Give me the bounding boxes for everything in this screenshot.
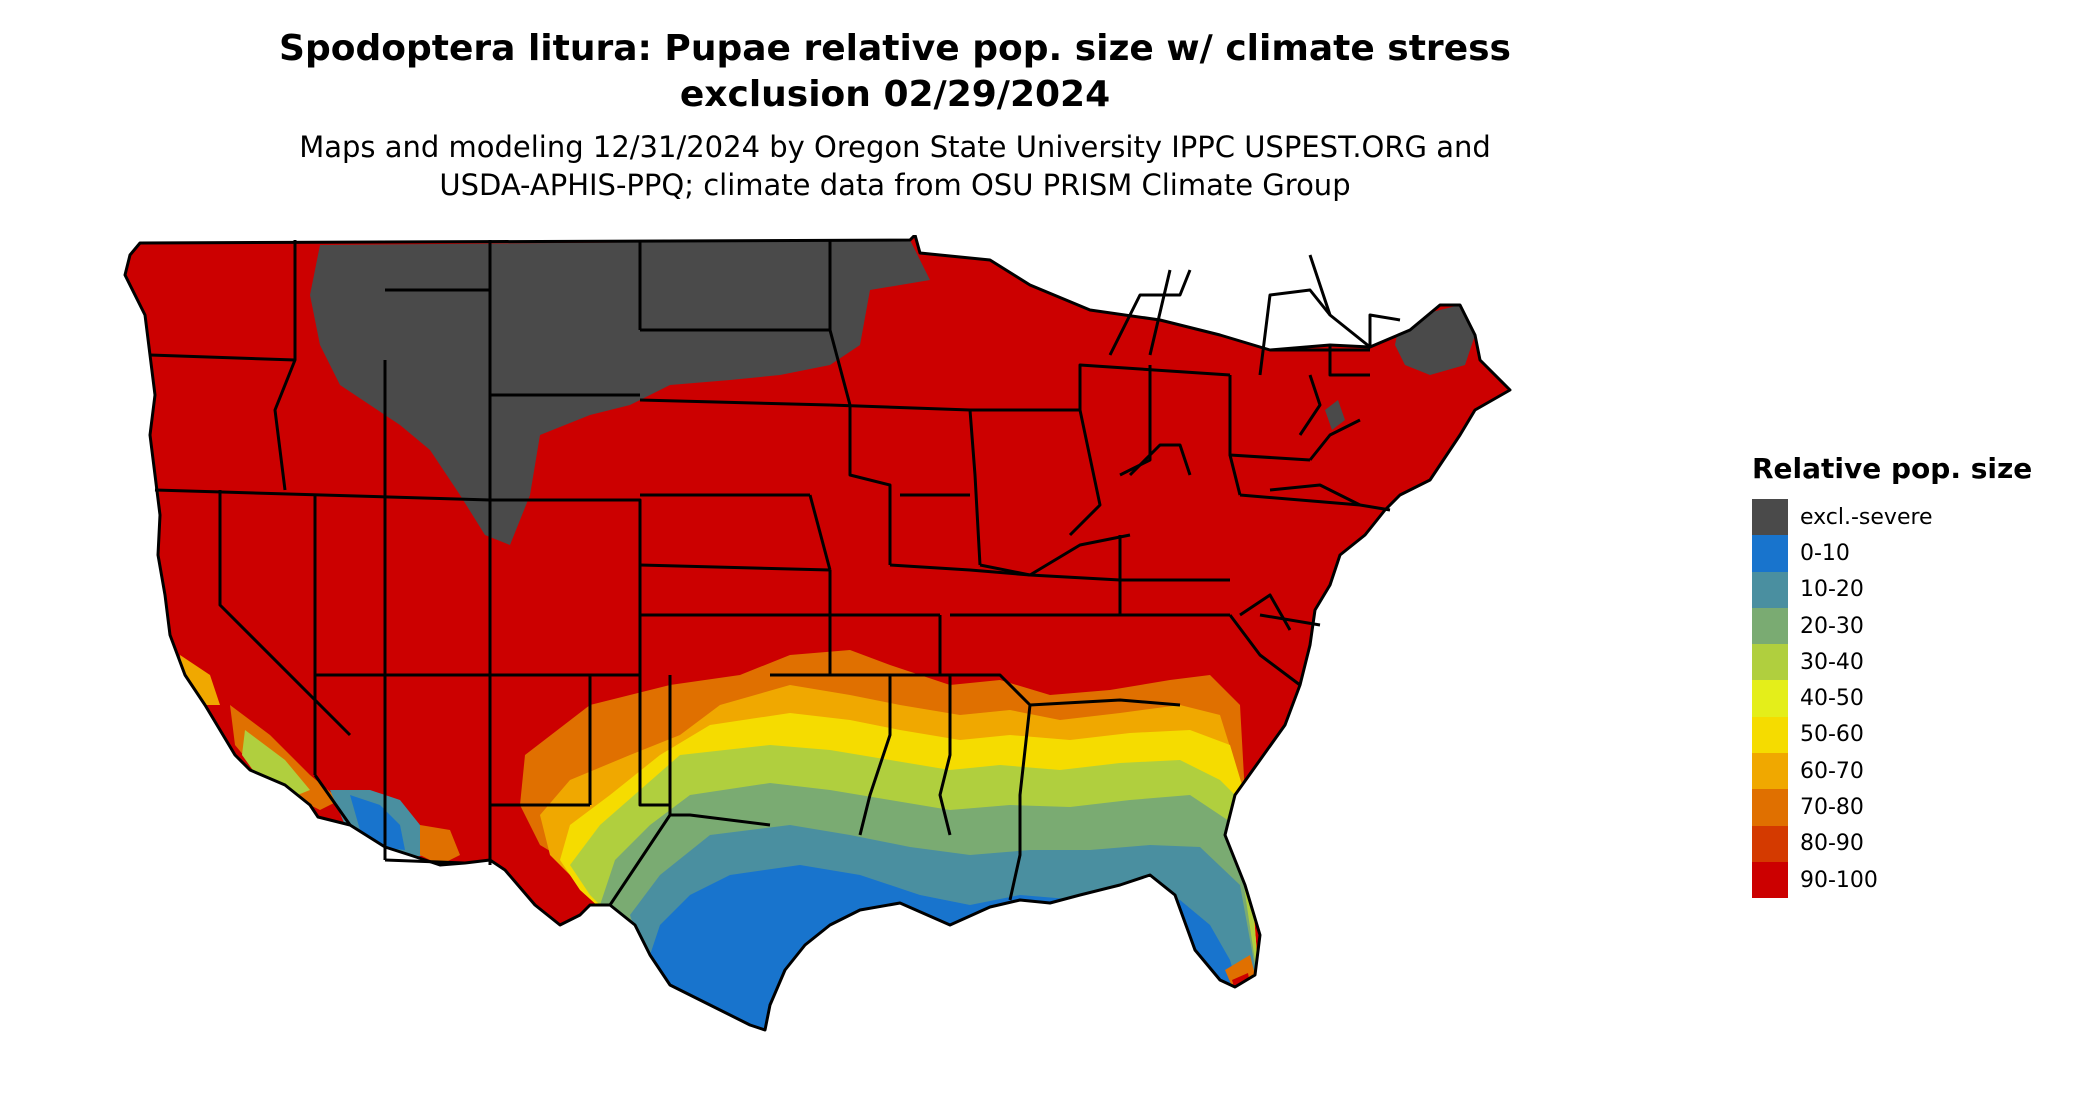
legend-item: 70-80 bbox=[1752, 789, 2032, 826]
legend-swatch bbox=[1752, 825, 1788, 862]
legend-item: 50-60 bbox=[1752, 716, 2032, 754]
legend-label: 80-90 bbox=[1800, 831, 1864, 857]
legend-item: 40-50 bbox=[1752, 680, 2032, 717]
map-title-line1: Spodoptera litura: Pupae relative pop. s… bbox=[279, 28, 1511, 69]
map-title-line2: exclusion 02/29/2024 bbox=[679, 74, 1111, 115]
legend-label: 60-70 bbox=[1800, 758, 1864, 784]
legend-swatch bbox=[1752, 716, 1788, 754]
legend-swatch bbox=[1752, 535, 1788, 572]
legend-swatch bbox=[1752, 680, 1788, 717]
legend-swatch bbox=[1752, 789, 1788, 826]
legend-label: 90-100 bbox=[1800, 867, 1878, 893]
legend-label: 50-60 bbox=[1800, 722, 1864, 748]
map-title: Spodoptera litura: Pupae relative pop. s… bbox=[0, 26, 1790, 118]
map-subtitle: Maps and modeling 12/31/2024 by Oregon S… bbox=[0, 128, 1790, 204]
legend-items: excl.-severe 0-10 10-20 20-30 30-40 40-50 50-6… bbox=[1752, 499, 2032, 899]
legend-swatch bbox=[1752, 753, 1788, 790]
legend-item: 30-40 bbox=[1752, 644, 2032, 681]
legend-swatch bbox=[1752, 571, 1788, 608]
legend-swatch bbox=[1752, 607, 1788, 645]
legend-label: 10-20 bbox=[1800, 577, 1864, 603]
legend-label: excl.-severe bbox=[1800, 504, 1933, 530]
legend-swatch bbox=[1752, 499, 1788, 536]
legend-swatch bbox=[1752, 644, 1788, 681]
legend-item: 0-10 bbox=[1752, 535, 2032, 572]
legend-label: 0-10 bbox=[1800, 540, 1850, 566]
us-map bbox=[123, 235, 1512, 1032]
legend-label: 20-30 bbox=[1800, 613, 1864, 639]
legend: Relative pop. size excl.-severe 0-10 10-20… bbox=[1752, 452, 2033, 899]
legend-label: 40-50 bbox=[1800, 686, 1864, 712]
map-subtitle-line1: Maps and modeling 12/31/2024 by Oregon S… bbox=[299, 130, 1491, 164]
legend-item: 60-70 bbox=[1752, 753, 2032, 790]
legend-swatch bbox=[1752, 861, 1788, 899]
legend-item: 20-30 bbox=[1752, 607, 2032, 645]
legend-title: Relative pop. size bbox=[1752, 452, 2033, 485]
legend-label: 70-80 bbox=[1800, 795, 1864, 821]
legend-item: 90-100 bbox=[1752, 861, 2032, 899]
legend-item: 80-90 bbox=[1752, 825, 2032, 862]
legend-item: 10-20 bbox=[1752, 571, 2032, 608]
legend-item: excl.-severe bbox=[1752, 499, 2032, 536]
legend-label: 30-40 bbox=[1800, 649, 1864, 675]
map-subtitle-line2: USDA-APHIS-PPQ; climate data from OSU PR… bbox=[439, 168, 1351, 202]
